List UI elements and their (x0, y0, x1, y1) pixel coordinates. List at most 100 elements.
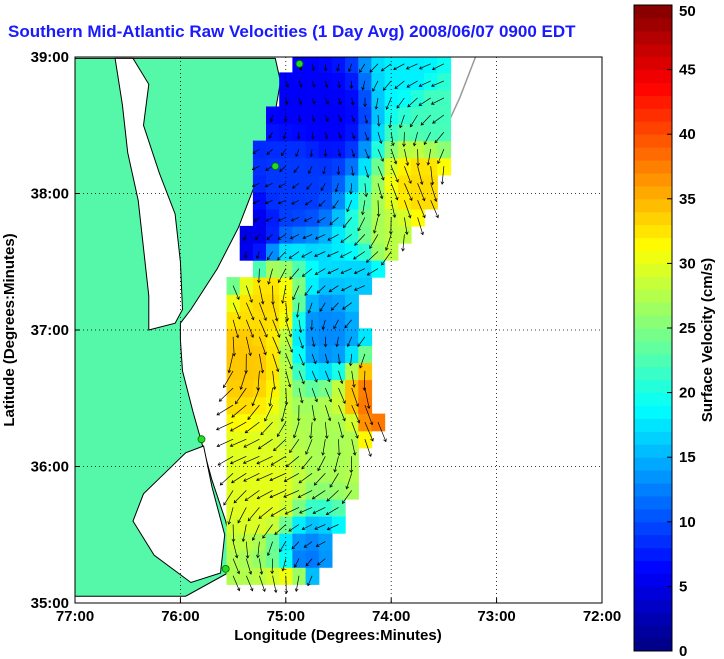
velocity-arrow (311, 80, 316, 88)
velocity-arrow (272, 353, 280, 373)
velocity-arrow (315, 541, 326, 547)
velocity-cell (279, 174, 293, 193)
velocity-arrow (303, 541, 313, 548)
velocity-arrow (361, 80, 366, 91)
velocity-cell (345, 191, 359, 210)
velocity-arrow (357, 217, 366, 232)
velocity-cell (292, 277, 307, 295)
velocity-arrow (239, 370, 247, 391)
velocity-arrow (229, 421, 247, 432)
velocity-arrow (277, 251, 287, 261)
velocity-arrow (345, 473, 353, 490)
velocity-arrow (259, 558, 264, 575)
velocity-cell (305, 174, 320, 193)
velocity-arrow (406, 80, 418, 88)
velocity-arrow (385, 234, 392, 251)
velocity-cell (239, 516, 254, 534)
velocity-arrow (262, 524, 273, 539)
station-marker (221, 565, 230, 573)
velocity-arrow (323, 336, 328, 348)
velocity-arrow (324, 353, 330, 365)
velocity-cell (384, 89, 399, 108)
velocity-arrow (229, 455, 247, 465)
velocity-cell (252, 243, 267, 261)
velocity-arrow (223, 370, 234, 389)
velocity-arrow (271, 285, 275, 305)
velocity-arrow (285, 353, 293, 370)
velocity-cell (266, 174, 280, 193)
velocity-cell (279, 550, 293, 568)
colorbar-band (634, 379, 672, 394)
velocity-cell (345, 311, 359, 329)
x-tick-label: 76:00 (161, 608, 199, 625)
velocity-cell (305, 260, 320, 278)
velocity-arrow (313, 473, 326, 486)
station-marker (295, 59, 304, 68)
velocity-arrow (244, 490, 260, 502)
velocity-arrow (418, 97, 431, 106)
velocity-cell (239, 481, 254, 500)
velocity-cell (345, 243, 359, 261)
velocity-arrow (251, 387, 260, 407)
velocity-arrow (259, 285, 265, 305)
velocity-cell (424, 106, 438, 125)
velocity-arrow (362, 370, 367, 391)
velocity-cell (305, 498, 320, 517)
velocity-arrow (307, 302, 313, 314)
velocity-arrow (351, 131, 356, 140)
velocity-cell (305, 225, 320, 244)
velocity-arrow (241, 524, 247, 543)
velocity-arrow (292, 285, 300, 301)
velocity-cell (318, 260, 333, 278)
velocity-arrow (310, 132, 315, 140)
velocity-arrow (298, 319, 303, 334)
velocity-cell (331, 481, 346, 500)
velocity-cell (305, 294, 320, 312)
velocity-cell (279, 243, 293, 261)
velocity-cell (266, 533, 280, 551)
velocity-arrow (372, 217, 379, 234)
velocity-arrow (294, 575, 300, 592)
velocity-arrow (348, 353, 353, 367)
velocity-cell (411, 106, 425, 125)
velocity-arrow (304, 285, 313, 296)
velocity-cell (371, 208, 386, 227)
velocity-arrow (277, 217, 286, 222)
velocity-arrow (364, 166, 370, 179)
velocity-cell (266, 430, 280, 449)
velocity-arrow (272, 370, 277, 391)
colorbar-band (634, 250, 672, 264)
velocity-arrow (232, 285, 240, 301)
colorbar-band (634, 82, 672, 96)
velocity-arrow (259, 302, 267, 322)
velocity-cell (226, 430, 241, 449)
colorbar-tick-label: 15 (679, 449, 696, 466)
velocity-arrow (323, 149, 328, 157)
colorbar-band (634, 5, 672, 19)
velocity-arrow (377, 148, 384, 162)
colorbar-band (634, 134, 672, 148)
velocity-arrow (305, 558, 313, 567)
colorbar-tick-label: 20 (679, 385, 696, 402)
velocity-arrow (270, 558, 274, 575)
velocity-cell (252, 157, 267, 176)
velocity-arrow (293, 558, 300, 568)
colorbar-band (634, 495, 672, 510)
velocity-cell (226, 498, 241, 517)
velocity-arrow (252, 199, 260, 205)
velocity-cell (305, 157, 320, 176)
colorbar-tick-label: 50 (679, 3, 696, 20)
velocity-arrow (245, 575, 254, 592)
velocity-cell (331, 174, 346, 193)
velocity-cell (226, 447, 241, 466)
velocity-arrow (276, 421, 287, 438)
velocity-cell (292, 516, 307, 534)
velocity-cell (266, 481, 280, 500)
velocity-arrow (305, 439, 313, 455)
velocity-arrow (351, 114, 356, 123)
colorbar-band (634, 224, 672, 239)
velocity-cell (424, 72, 438, 91)
velocity-arrow (314, 251, 326, 257)
velocity-cell (305, 550, 320, 568)
